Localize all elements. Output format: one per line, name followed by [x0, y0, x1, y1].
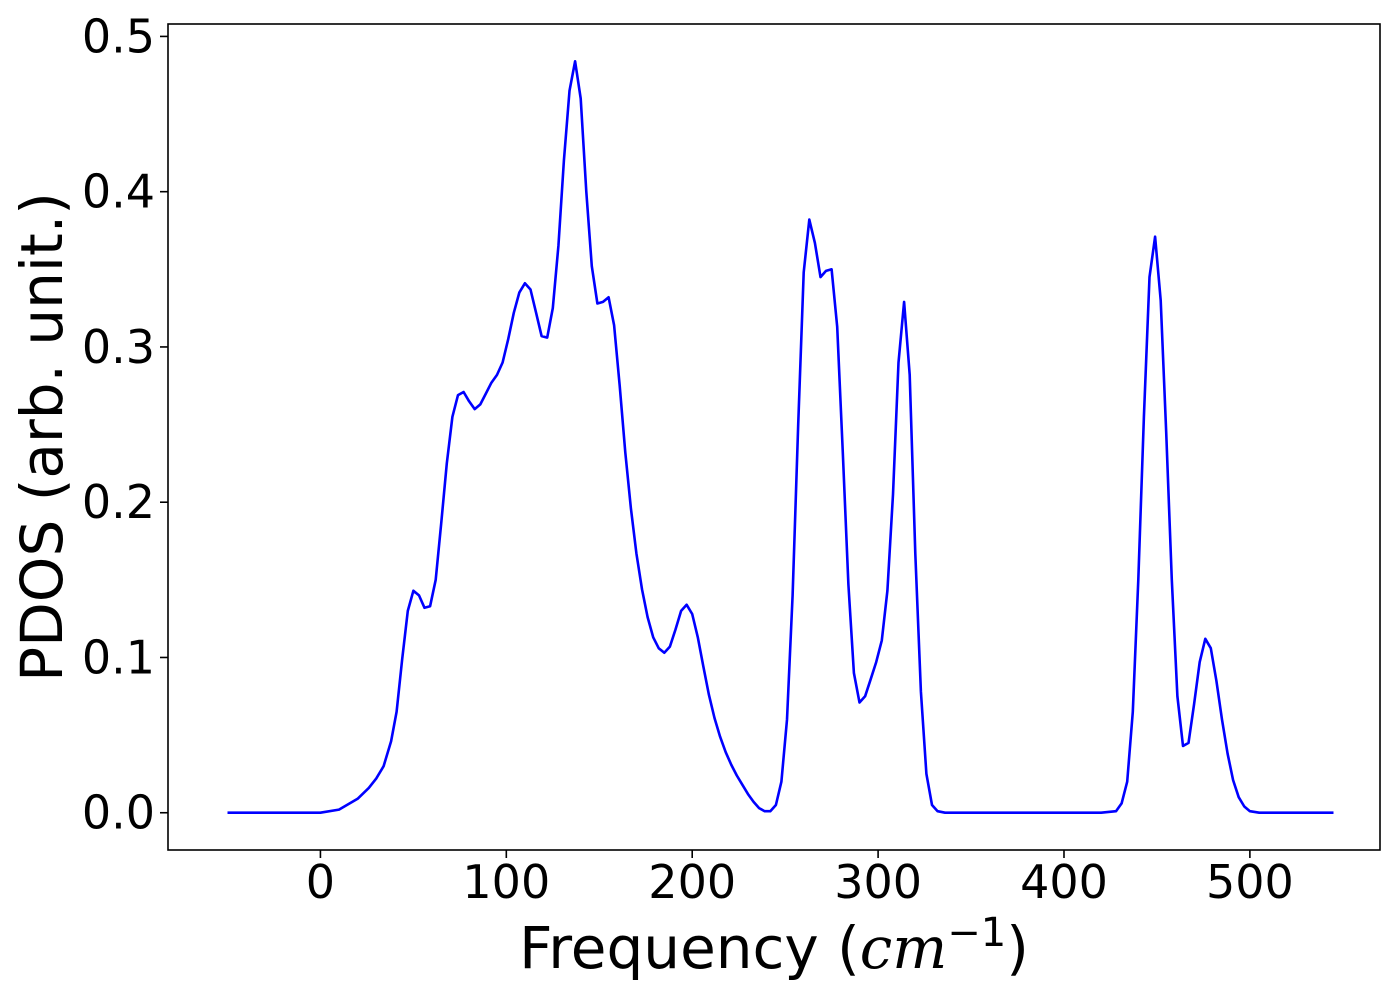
x-tick-label: 400 — [1020, 855, 1108, 909]
y-tick-label: 0.0 — [82, 786, 155, 840]
y-axis-label: PDOS (arb. unit.) — [8, 192, 76, 682]
x-tick-label: 300 — [834, 855, 922, 909]
x-tick-label: 0 — [306, 855, 335, 909]
x-axis-label-exponent: −1 — [947, 910, 1006, 956]
y-tick-label: 0.5 — [82, 9, 155, 63]
plot-frame — [167, 23, 1381, 851]
x-axis-label-close: ) — [1006, 914, 1029, 982]
y-axis-ticks: 0.0 0.1 0.2 0.3 0.4 0.5 — [82, 9, 168, 840]
y-tick-label: 0.1 — [82, 630, 155, 684]
x-tick-label: 500 — [1206, 855, 1294, 909]
pdos-series-line — [227, 60, 1334, 814]
x-axis-label-unit: cm — [860, 914, 947, 982]
y-tick-label: 0.2 — [82, 475, 155, 529]
y-tick-label: 0.4 — [82, 165, 155, 219]
x-tick-label: 100 — [462, 855, 550, 909]
x-tick-label: 200 — [648, 855, 736, 909]
plot-layer — [227, 60, 1334, 814]
x-axis-ticks: 0 100 200 300 400 500 — [306, 850, 1294, 909]
x-axis-label: Frequency (cm−1) — [519, 910, 1029, 982]
y-tick-label: 0.3 — [82, 320, 155, 374]
x-axis-label-text: Frequency ( — [519, 914, 860, 982]
